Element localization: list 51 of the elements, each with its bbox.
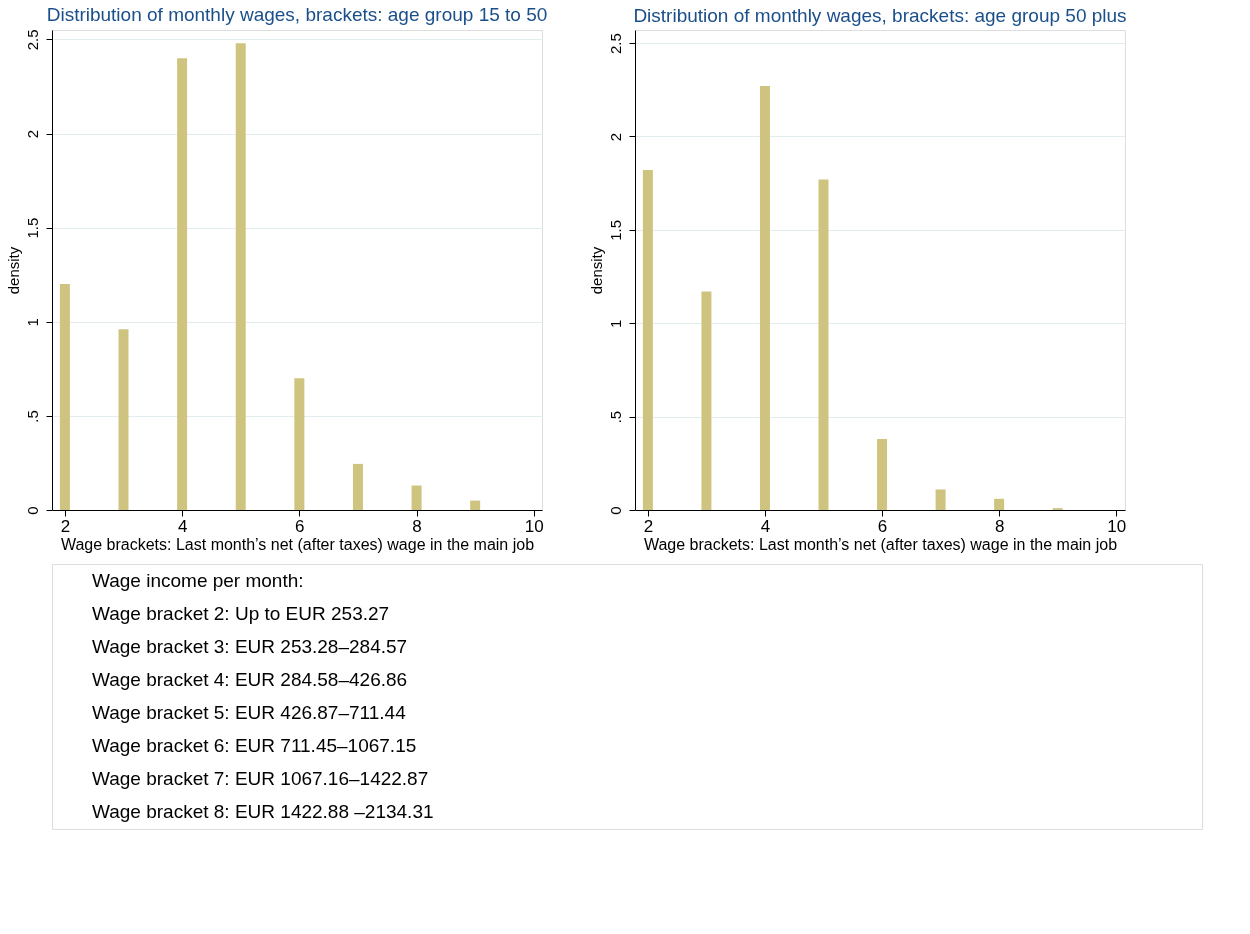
text: Wage bracket 2: Up to EUR 253.27 bbox=[92, 602, 390, 624]
text: Wage bracket 6: EUR 711.45–1067.15 bbox=[92, 735, 417, 757]
y-tick-label: 1 bbox=[23, 318, 41, 327]
text: Wage bracket 3: EUR 253.28–284.57 bbox=[92, 635, 408, 657]
bar bbox=[235, 43, 246, 510]
y-tick-label: .5 bbox=[23, 410, 41, 423]
text: Wage bracket 8: EUR 1422.88 –2134.31 bbox=[92, 801, 434, 823]
y-tick-label: 1.5 bbox=[23, 217, 41, 239]
x-tick-label: 4 bbox=[760, 516, 771, 536]
bar bbox=[759, 86, 770, 510]
x-tick-label: 10 bbox=[1107, 516, 1127, 536]
chart-title: Distribution of monthly wages, brackets: age group 15 to 50 bbox=[46, 3, 548, 25]
bar bbox=[177, 58, 188, 510]
bar bbox=[994, 498, 1005, 510]
x-axis-title: Wage brackets: Last month’s net (after taxes) wage in the main job bbox=[643, 535, 1118, 553]
x-tick-label: 8 bbox=[994, 516, 1005, 536]
bar bbox=[877, 439, 888, 510]
bar bbox=[352, 463, 363, 510]
x-tick-label: 6 bbox=[295, 516, 305, 536]
y-tick-label: 2 bbox=[606, 132, 624, 142]
bar bbox=[470, 500, 481, 510]
x-tick-label: 4 bbox=[177, 516, 188, 536]
text: Wage income per month: bbox=[92, 569, 304, 591]
x-tick-label: 6 bbox=[877, 516, 888, 536]
bar bbox=[59, 284, 70, 510]
y-tick-label: 0 bbox=[606, 506, 624, 515]
bar bbox=[935, 489, 946, 510]
text: Wage bracket 5: EUR 426.87–711.44 bbox=[92, 702, 407, 724]
bar bbox=[118, 329, 129, 510]
y-tick-label: .5 bbox=[606, 410, 624, 424]
y-tick-label: 0 bbox=[23, 506, 41, 515]
y-tick-label: 2.5 bbox=[606, 33, 624, 54]
x-tick-label: 2 bbox=[60, 516, 71, 536]
y-tick-label: 1 bbox=[606, 319, 624, 328]
bar bbox=[701, 291, 712, 510]
bar bbox=[411, 485, 422, 510]
y-axis-title: density bbox=[587, 246, 605, 295]
text: Wage bracket 4: EUR 284.58–426.86 bbox=[92, 668, 408, 690]
y-tick-label: 2.5 bbox=[23, 29, 41, 51]
y-tick-label: 2 bbox=[23, 129, 41, 139]
y-tick-label: 1.5 bbox=[606, 219, 624, 241]
x-tick-label: 10 bbox=[524, 516, 544, 536]
x-axis-title: Wage brackets: Last month’s net (after taxes) wage in the main job bbox=[60, 535, 535, 553]
y-axis-title: density bbox=[4, 246, 22, 295]
chart-title: Distribution of monthly wages, brackets: age group 50 plus bbox=[633, 5, 1127, 26]
bar bbox=[642, 170, 653, 510]
text: Wage bracket 7: EUR 1067.16–1422.87 bbox=[92, 768, 429, 790]
bar bbox=[818, 179, 829, 510]
x-tick-label: 8 bbox=[412, 516, 422, 536]
x-tick-label: 2 bbox=[643, 516, 654, 536]
bar bbox=[294, 378, 305, 510]
